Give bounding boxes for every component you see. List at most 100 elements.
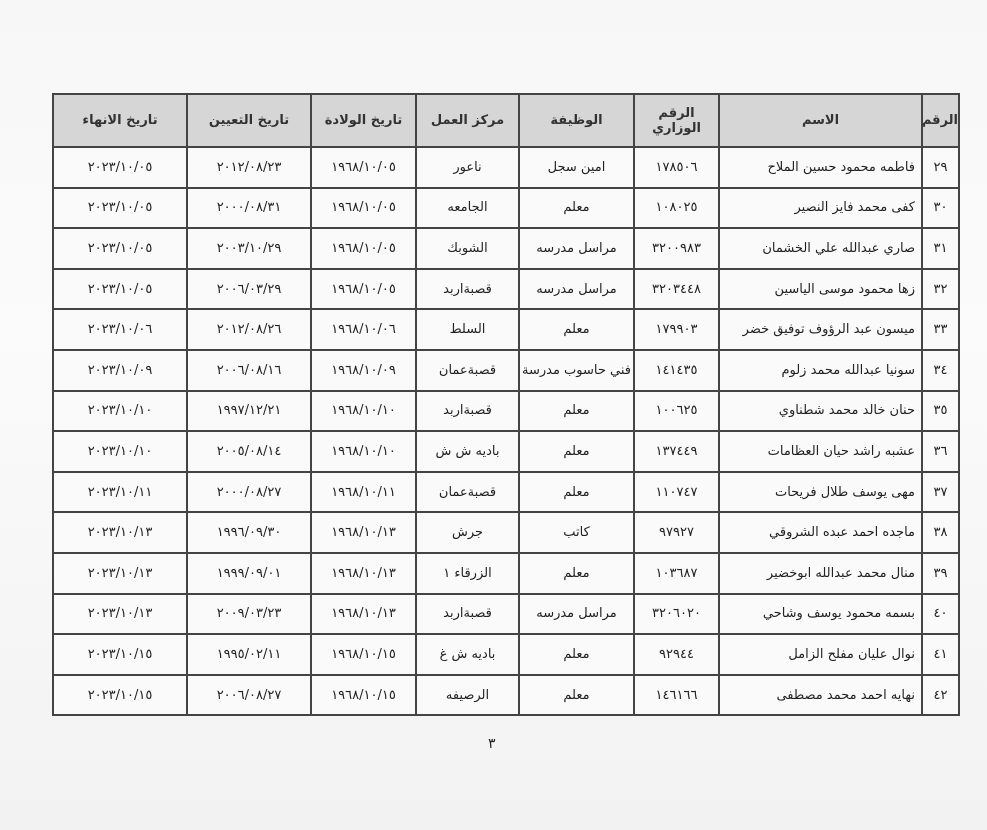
appointment-date-text: ٢٠٠٠/٠٨/٢٧ xyxy=(216,484,282,500)
end-date-text: ٢٠٢٣/١٠/٠٩ xyxy=(87,362,153,378)
end-date-text: ٢٠٢٣/١٠/٠٥ xyxy=(87,240,153,256)
cell-work-center: الرصيفه xyxy=(415,673,520,717)
num-text: ٣٧ xyxy=(933,484,948,500)
cell-end-date: ٢٠٢٣/١٠/٠٦ xyxy=(52,308,188,351)
header-num: الرقم xyxy=(921,93,960,148)
cell-birth-date: ١٩٦٨/١٠/١١ xyxy=(310,470,417,514)
end-date-text: ٢٠٢٣/١٠/١١ xyxy=(87,484,153,500)
cell-num: ٤٠ xyxy=(921,592,960,636)
cell-name: نوال عليان مفلح الزامل xyxy=(718,633,923,676)
cell-appointment-date: ٢٠٠٠/٠٨/٣١ xyxy=(186,186,312,230)
cell-work-center: الشوبك xyxy=(415,227,520,270)
birth-date-text: ١٩٦٨/١٠/١٣ xyxy=(331,565,396,581)
name-text: نوال عليان مفلح الزامل xyxy=(788,646,915,662)
end-date-text: ٢٠٢٣/١٠/١٥ xyxy=(87,646,153,662)
cell-num: ٣٦ xyxy=(921,430,960,473)
birth-date-text: ١٩٦٨/١٠/١٥ xyxy=(331,646,396,662)
cell-work-center: قصبةاربد xyxy=(415,592,520,636)
work-center-text: باديه ش ش xyxy=(435,443,500,459)
cell-appointment-date: ١٩٩٩/٠٩/٠١ xyxy=(186,551,312,595)
cell-name: عشبه راشد حيان العظامات xyxy=(718,430,923,473)
header-name: الاسم xyxy=(718,93,923,148)
num-text: ٣٢ xyxy=(933,281,948,297)
num-text: ٣٥ xyxy=(933,403,948,419)
job-text: كاتب xyxy=(563,525,590,541)
cell-name: كفى محمد فايز النصير xyxy=(718,186,923,230)
cell-end-date: ٢٠٢٣/١٠/٠٩ xyxy=(52,348,188,392)
cell-appointment-date: ٢٠٠٦/٠٣/٢٩ xyxy=(186,267,312,311)
cell-end-date: ٢٠٢٣/١٠/١٣ xyxy=(52,511,188,554)
cell-work-center: الزرقاء ١ xyxy=(415,551,520,595)
name-text: كفى محمد فايز النصير xyxy=(794,200,915,216)
ministry-no-text: ١٧٩٩٠٣ xyxy=(655,322,698,338)
cell-work-center: باديه ش غ xyxy=(415,633,520,676)
birth-date-text: ١٩٦٨/١٠/٠٩ xyxy=(331,362,396,378)
ministry-no-text: ٣٢٠٣٤٤٨ xyxy=(652,281,701,297)
cell-end-date: ٢٠٢٣/١٠/١٣ xyxy=(52,551,188,595)
cell-job: معلم xyxy=(518,430,635,473)
cell-name: ماجده احمد عبده الشروقي xyxy=(718,511,923,554)
cell-work-center: قصبةاربد xyxy=(415,267,520,311)
cell-end-date: ٢٠٢٣/١٠/١٥ xyxy=(52,633,188,676)
cell-birth-date: ١٩٦٨/١٠/١٥ xyxy=(310,673,417,717)
job-text: معلم xyxy=(563,646,590,662)
header-birth-date: تاريخ الولادة xyxy=(310,93,417,148)
name-text: فاطمه محمود حسين الملاح xyxy=(767,159,915,175)
cell-job: فني حاسوب مدرسة xyxy=(518,348,635,392)
num-text: ٤١ xyxy=(933,646,948,662)
employees-table: الرقم الاسم الرقم الوزاري الوظيفة مركز ا… xyxy=(52,93,960,717)
cell-birth-date: ١٩٦٨/١٠/٠٥ xyxy=(310,186,417,230)
cell-end-date: ٢٠٢٣/١٠/١١ xyxy=(52,470,188,514)
cell-job: كاتب xyxy=(518,511,635,554)
cell-end-date: ٢٠٢٣/١٠/٠٥ xyxy=(52,186,188,230)
cell-num: ٣٠ xyxy=(921,186,960,230)
ministry-no-text: ٣٢٠٦٠٢٠ xyxy=(652,606,701,622)
end-date-text: ٢٠٢٣/١٠/٠٥ xyxy=(87,200,153,216)
end-date-text: ٢٠٢٣/١٠/١٣ xyxy=(87,525,153,541)
num-text: ٢٩ xyxy=(933,159,948,175)
cell-ministry-no: ٣٢٠٦٠٢٠ xyxy=(633,592,720,636)
cell-appointment-date: ٢٠٠٦/٠٨/٢٧ xyxy=(186,673,312,717)
cell-num: ٤١ xyxy=(921,633,960,676)
cell-work-center: الجامعه xyxy=(415,186,520,230)
name-text: زها محمود موسى الياسين xyxy=(774,281,915,297)
num-text: ٣٩ xyxy=(933,565,948,581)
cell-job: معلم xyxy=(518,186,635,230)
cell-ministry-no: ١٧٨٥٠٦ xyxy=(633,146,720,189)
appointment-date-text: ١٩٩٥/٠٢/١١ xyxy=(216,646,282,662)
job-text: مراسل مدرسه xyxy=(536,606,617,622)
name-text: مهى يوسف طلال فريحات xyxy=(774,484,915,500)
num-text: ٣٦ xyxy=(933,443,948,459)
cell-name: منال محمد عبدالله ابوخضير xyxy=(718,551,923,595)
cell-name: سونيا عبدالله محمد زلوم xyxy=(718,348,923,392)
cell-appointment-date: ٢٠٠٣/١٠/٢٩ xyxy=(186,227,312,270)
table-row: ٣٩ منال محمد عبدالله ابوخضير ١٠٣٦٨٧ معلم الز… xyxy=(52,551,960,595)
cell-job: مراسل مدرسه xyxy=(518,592,635,636)
appointment-date-text: ٢٠١٢/٠٨/٢٦ xyxy=(216,322,282,338)
birth-date-text: ١٩٦٨/١٠/١٥ xyxy=(331,687,396,703)
header-appointment-date: تاريخ التعيين xyxy=(186,93,312,148)
num-text: ٣١ xyxy=(933,240,948,256)
cell-num: ٣٣ xyxy=(921,308,960,351)
header-row: الرقم الاسم الرقم الوزاري الوظيفة مركز ا… xyxy=(52,93,960,148)
cell-job: معلم xyxy=(518,308,635,351)
cell-name: فاطمه محمود حسين الملاح xyxy=(718,146,923,189)
cell-birth-date: ١٩٦٨/١٠/٠٥ xyxy=(310,267,417,311)
name-text: حنان خالد محمد شطناوي xyxy=(778,403,915,419)
job-text: معلم xyxy=(563,565,590,581)
work-center-text: الشوبك xyxy=(447,240,488,256)
job-text: معلم xyxy=(563,403,590,419)
name-text: عشبه راشد حيان العظامات xyxy=(767,443,915,459)
table-row: ٤٠ بسمه محمود يوسف وشاحي ٣٢٠٦٠٢٠ مراسل مدرس… xyxy=(52,592,960,636)
cell-appointment-date: ٢٠٠٥/٠٨/١٤ xyxy=(186,430,312,473)
name-text: ماجده احمد عبده الشروقي xyxy=(769,525,915,541)
end-date-text: ٢٠٢٣/١٠/٠٥ xyxy=(87,281,153,297)
work-center-text: باديه ش غ xyxy=(439,646,496,662)
cell-ministry-no: ١٤٦١٦٦ xyxy=(633,673,720,717)
cell-appointment-date: ١٩٩٦/٠٩/٣٠ xyxy=(186,511,312,554)
cell-birth-date: ١٩٦٨/١٠/١٣ xyxy=(310,551,417,595)
table-row: ٣٢ زها محمود موسى الياسين ٣٢٠٣٤٤٨ مراسل مدر… xyxy=(52,267,960,311)
work-center-text: قصبةاربد xyxy=(443,606,492,622)
cell-name: مهى يوسف طلال فريحات xyxy=(718,470,923,514)
cell-birth-date: ١٩٦٨/١٠/١٣ xyxy=(310,511,417,554)
